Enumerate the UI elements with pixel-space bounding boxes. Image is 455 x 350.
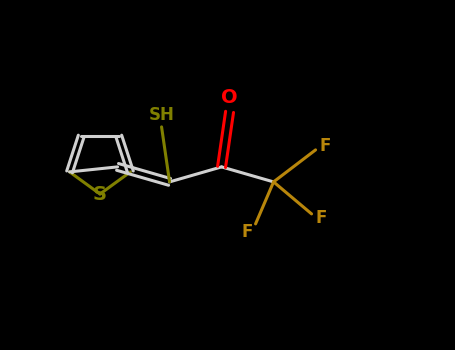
Text: O: O (221, 89, 238, 107)
Text: S: S (93, 184, 107, 203)
Text: SH: SH (149, 106, 175, 124)
Text: F: F (242, 223, 253, 241)
Text: F: F (316, 209, 327, 227)
Text: F: F (320, 137, 331, 155)
